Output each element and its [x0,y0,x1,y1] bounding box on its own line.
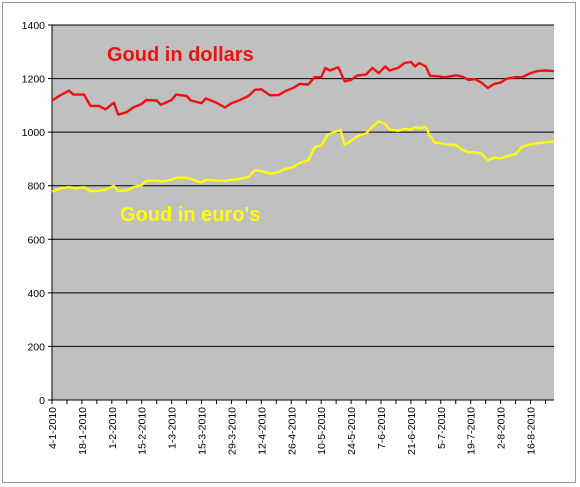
y-tick-label: 1400 [22,20,46,32]
x-tick-label: 1-2-2010 [107,407,119,449]
x-tick-label: 19-7-2010 [466,407,478,455]
plot-area [52,25,554,400]
y-tick-label: 1200 [22,74,46,86]
x-tick-label: 12-4-2010 [256,407,268,455]
x-tick-label: 4-1-2010 [47,407,59,449]
y-tick-label: 400 [27,288,45,300]
series-label-dollars: Goud in dollars [107,44,254,66]
series-line-dollars [51,60,555,116]
y-tick-label: 600 [27,234,45,246]
x-tick-label: 7-6-2010 [376,407,388,449]
x-tick-label: 1-3-2010 [167,407,179,449]
y-tick-label: 800 [27,181,45,193]
y-tick-label: 1000 [22,127,46,139]
x-tick-label: 16-8-2010 [526,407,538,455]
series-label-euros: Goud in euro's [120,204,260,226]
x-tick-label: 15-3-2010 [197,407,209,455]
series-line-euros [51,120,555,193]
x-tick-label: 24-5-2010 [346,407,358,455]
x-tick-label: 10-5-2010 [316,407,328,455]
y-tick-label: 0 [39,395,45,407]
x-tick-label: 21-6-2010 [406,407,418,455]
x-tick-label: 26-4-2010 [286,407,298,455]
y-tick-label: 200 [27,341,45,353]
y-axis: 0 200 400 600 800 1000 1200 1400 [22,20,53,407]
series-lines [51,60,555,193]
x-tick-label: 18-1-2010 [77,407,89,455]
x-tick-label: 2-8-2010 [496,407,508,449]
x-tick-label: 29-3-2010 [226,407,238,455]
x-tick-label: 5-7-2010 [436,407,448,449]
x-axis: 4-1-2010 18-1-2010 1-2-2010 15-2-2010 1-3-20… [47,399,554,455]
x-tick-label: 15-2-2010 [137,407,149,455]
